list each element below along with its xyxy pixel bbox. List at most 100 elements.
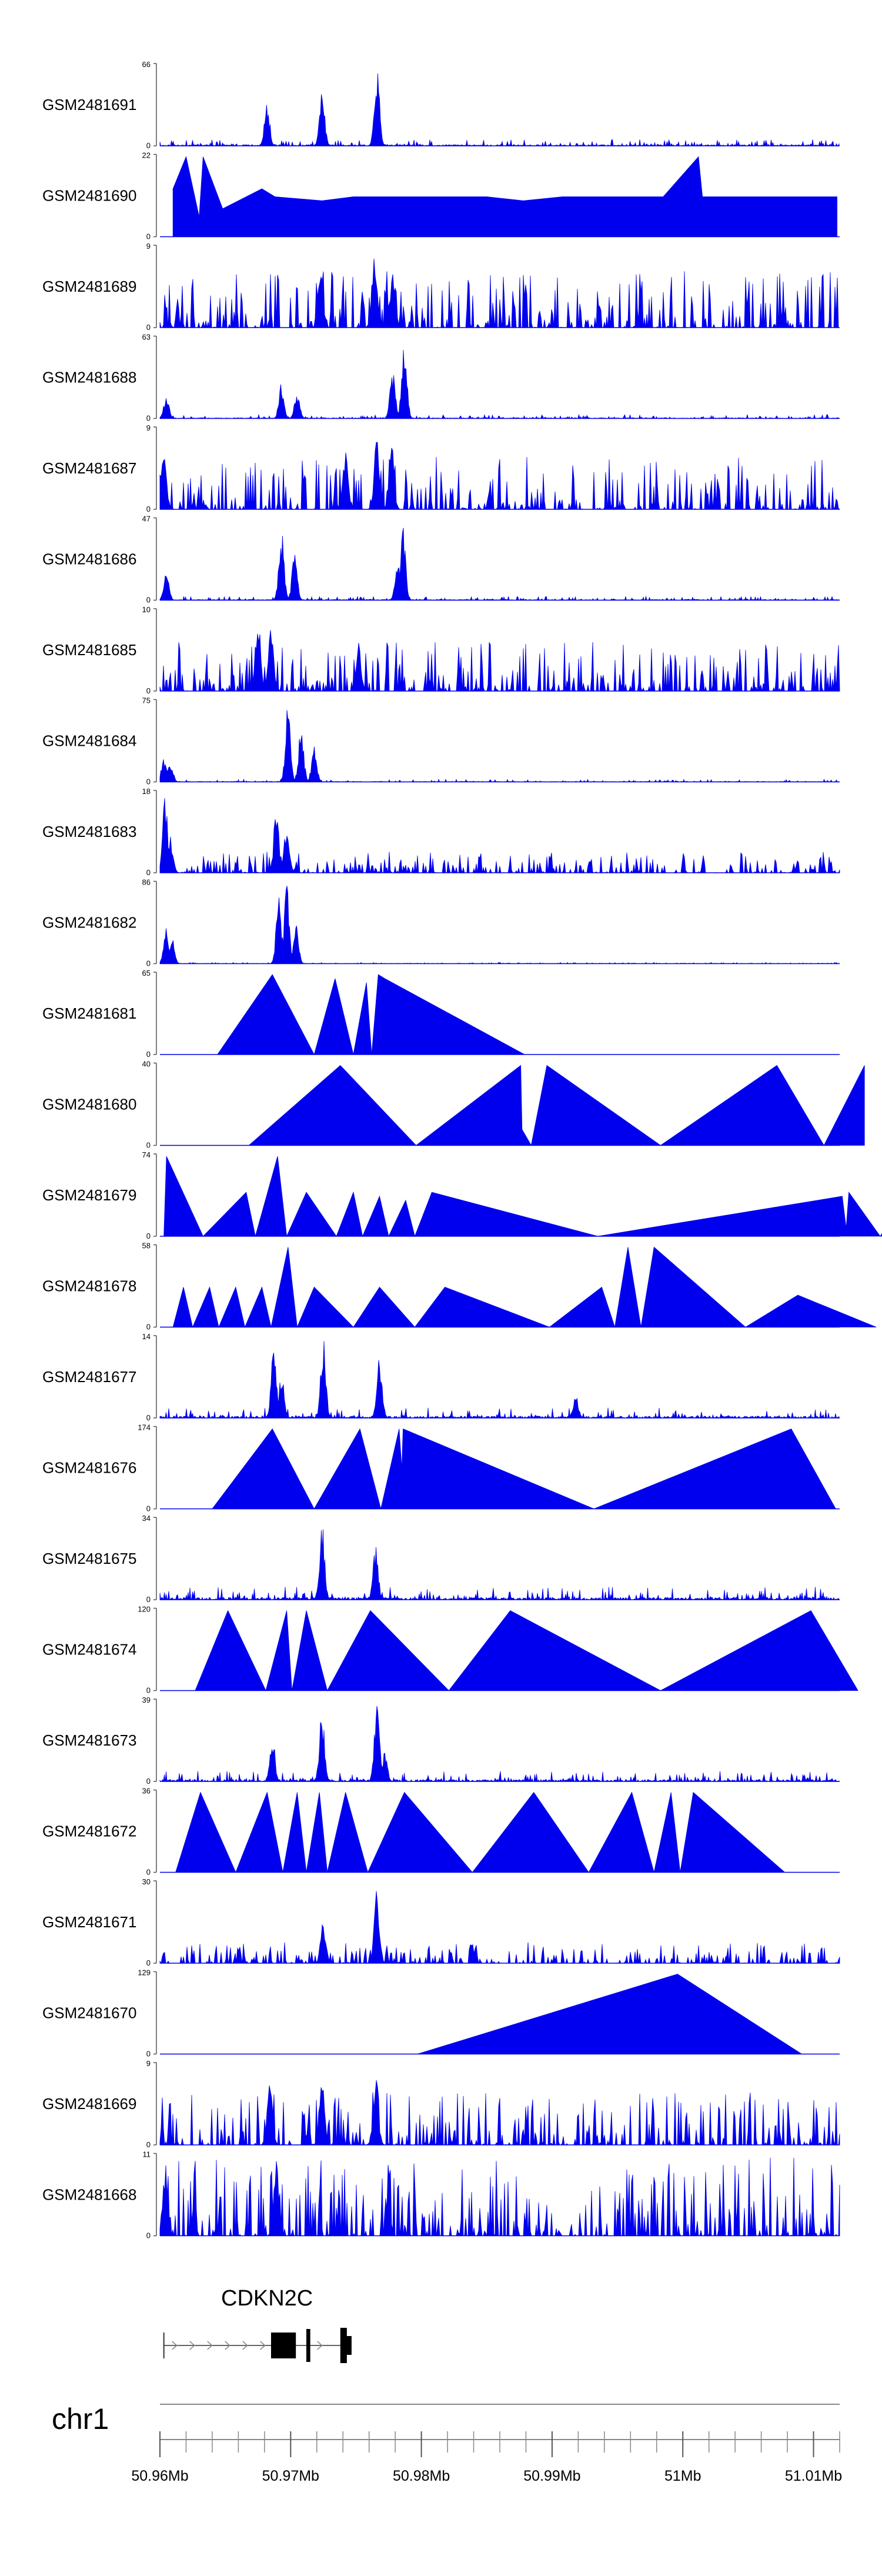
y-axis-max-label: 18 bbox=[142, 787, 151, 796]
y-axis-max-label: 22 bbox=[142, 151, 151, 160]
axis-tick-label: 50.99Mb bbox=[523, 2468, 580, 2484]
signal-area bbox=[159, 528, 840, 601]
y-axis-max-label: 9 bbox=[146, 2059, 151, 2068]
y-axis-min-label: 0 bbox=[146, 232, 151, 241]
track-label: GSM2481686 bbox=[42, 550, 136, 568]
track-GSM2481690: GSM2481690 22 0 bbox=[42, 151, 840, 241]
y-axis-min-label: 0 bbox=[146, 1958, 151, 1967]
y-axis-min-label: 0 bbox=[146, 778, 151, 786]
track-label: GSM2481687 bbox=[42, 459, 136, 477]
y-axis-min-label: 0 bbox=[146, 1413, 151, 1422]
signal-area bbox=[159, 73, 840, 147]
y-axis-max-label: 34 bbox=[142, 1514, 151, 1523]
signal-area bbox=[195, 1610, 858, 1691]
signal-area bbox=[159, 710, 840, 783]
track-label: GSM2481684 bbox=[42, 732, 136, 750]
signal-area bbox=[172, 156, 837, 237]
signal-area bbox=[159, 630, 840, 692]
y-axis-min-label: 0 bbox=[146, 323, 151, 332]
y-axis-min-label: 0 bbox=[146, 686, 151, 695]
track-label: GSM2481674 bbox=[42, 1641, 136, 1659]
signal-area bbox=[159, 2080, 840, 2146]
track-label: GSM2481681 bbox=[42, 1005, 136, 1022]
track-GSM2481669: GSM2481669 9 0 bbox=[42, 2059, 840, 2149]
y-axis-min-label: 0 bbox=[146, 2050, 151, 2058]
y-axis-min-label: 0 bbox=[146, 414, 151, 423]
track-GSM2481683: GSM2481683 18 0 bbox=[42, 787, 840, 877]
axis-tick-label: 50.98Mb bbox=[393, 2468, 450, 2484]
gene-exon bbox=[270, 2333, 296, 2358]
track-GSM2481674: GSM2481674 120 0 bbox=[42, 1605, 858, 1695]
signal-area bbox=[159, 349, 840, 419]
axis-tick-label: 51Mb bbox=[664, 2468, 701, 2484]
y-axis-min-label: 0 bbox=[146, 505, 151, 513]
y-axis-max-label: 39 bbox=[142, 1696, 151, 1704]
track-GSM2481684: GSM2481684 75 0 bbox=[42, 696, 840, 786]
y-axis-min-label: 0 bbox=[146, 1777, 151, 1786]
signal-area bbox=[159, 2157, 840, 2237]
track-label: GSM2481683 bbox=[42, 823, 136, 840]
strand-arrow-icon bbox=[317, 2341, 323, 2350]
y-axis-max-label: 174 bbox=[138, 1423, 151, 1432]
signal-tracks: GSM2481691660GSM2481690220GSM248168990GS… bbox=[42, 60, 882, 2240]
signal-area bbox=[163, 1156, 882, 1237]
track-GSM2481687: GSM2481687 9 0 bbox=[42, 423, 841, 513]
track-GSM2481679: GSM2481679 74 0 bbox=[42, 1150, 882, 1240]
y-axis-max-label: 30 bbox=[142, 1877, 151, 1886]
y-axis-max-label: 120 bbox=[138, 1605, 151, 1614]
y-axis-max-label: 74 bbox=[142, 1150, 151, 1159]
track-GSM2481668: GSM2481668 11 0 bbox=[42, 2150, 840, 2240]
track-GSM2481685: GSM2481685 10 0 bbox=[42, 605, 840, 695]
y-axis-min-label: 0 bbox=[146, 868, 151, 877]
y-axis-max-label: 36 bbox=[142, 1787, 151, 1796]
track-GSM2481688: GSM2481688 63 0 bbox=[42, 333, 840, 423]
axis-tick-label: 50.97Mb bbox=[262, 2468, 319, 2484]
track-label: GSM2481669 bbox=[42, 2095, 136, 2113]
track-GSM2481686: GSM2481686 47 0 bbox=[42, 515, 840, 605]
track-label: GSM2481668 bbox=[42, 2186, 136, 2204]
track-GSM2481675: GSM2481675 34 0 bbox=[42, 1514, 840, 1604]
gene-name-label: CDKN2C bbox=[221, 2286, 313, 2311]
track-label: GSM2481670 bbox=[42, 2004, 136, 2022]
track-label: GSM2481677 bbox=[42, 1368, 136, 1386]
y-axis-max-label: 129 bbox=[138, 1968, 151, 1977]
track-label: GSM2481673 bbox=[42, 1731, 136, 1749]
signal-area bbox=[159, 442, 841, 510]
y-axis-max-label: 9 bbox=[146, 423, 151, 432]
y-axis-max-label: 86 bbox=[142, 878, 151, 887]
y-axis-min-label: 0 bbox=[146, 1868, 151, 1877]
gene-exon bbox=[345, 2336, 352, 2355]
signal-area bbox=[159, 1706, 840, 1783]
strand-arrow-icon bbox=[225, 2341, 230, 2350]
chromosome-label: chr1 bbox=[52, 2403, 109, 2435]
y-axis-max-label: 14 bbox=[142, 1332, 151, 1341]
strand-arrow-icon bbox=[242, 2341, 248, 2350]
track-GSM2481673: GSM2481673 39 0 bbox=[42, 1696, 840, 1786]
track-label: GSM2481691 bbox=[42, 96, 136, 114]
signal-area bbox=[417, 1974, 803, 2054]
axis-tick-label: 51.01Mb bbox=[785, 2468, 842, 2484]
track-label: GSM2481671 bbox=[42, 1913, 136, 1931]
track-GSM2481670: GSM2481670 129 0 bbox=[42, 1968, 840, 2058]
y-axis-min-label: 0 bbox=[146, 2140, 151, 2149]
track-GSM2481680: GSM2481680 40 0 bbox=[42, 1060, 865, 1150]
track-label: GSM2481688 bbox=[42, 369, 136, 386]
y-axis-min-label: 0 bbox=[146, 141, 151, 150]
track-label: GSM2481689 bbox=[42, 278, 136, 295]
track-GSM2481691: GSM2481691 66 0 bbox=[42, 60, 840, 150]
track-GSM2481678: GSM2481678 58 0 bbox=[42, 1242, 877, 1332]
strand-arrow-icon bbox=[172, 2341, 178, 2350]
y-axis-max-label: 10 bbox=[142, 605, 151, 614]
strand-arrow-icon bbox=[189, 2341, 195, 2350]
track-GSM2481671: GSM2481671 30 0 bbox=[42, 1877, 840, 1967]
gene-exon bbox=[340, 2328, 347, 2363]
signal-area bbox=[159, 886, 840, 965]
y-axis-min-label: 0 bbox=[146, 596, 151, 605]
y-axis-min-label: 0 bbox=[146, 1141, 151, 1150]
signal-area bbox=[159, 1529, 840, 1601]
signal-area bbox=[248, 1065, 865, 1146]
signal-area bbox=[212, 1428, 836, 1510]
signal-area bbox=[159, 258, 840, 329]
y-axis-min-label: 0 bbox=[146, 1595, 151, 1604]
track-GSM2481676: GSM2481676 174 0 bbox=[42, 1423, 840, 1513]
